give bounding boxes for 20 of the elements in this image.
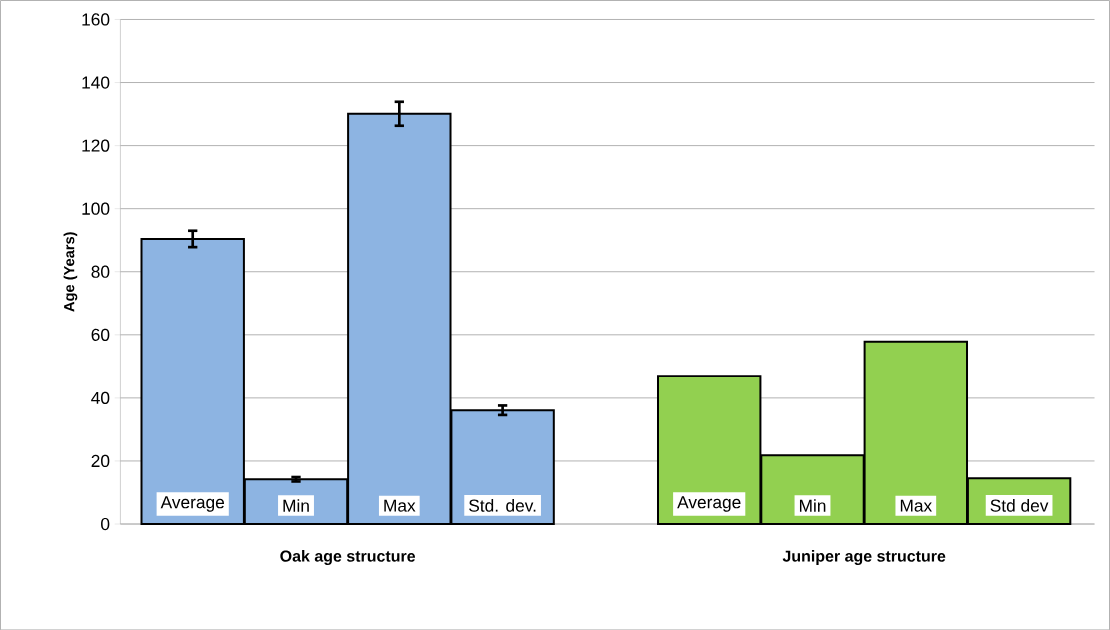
x-tick-label: Std dev: [990, 498, 1049, 512]
text: Oak age structure: [280, 549, 416, 565]
y-tick-label: 100: [82, 202, 110, 215]
x-tick-label: Average: [677, 496, 741, 512]
y-tick-label: 40: [91, 391, 110, 404]
y-tick-label: 0: [101, 517, 110, 530]
x-tick-label: Std. dev.: [469, 498, 536, 512]
y-tick-label: 60: [91, 328, 110, 341]
y-axis-title: Age (Years): [63, 231, 78, 312]
x-tick-label: Average: [160, 496, 225, 512]
y-tick-label: 120: [82, 139, 110, 152]
x-tick-label: Max: [900, 499, 932, 512]
y-tick-label: 20: [91, 454, 110, 467]
y-tick-label: 80: [91, 265, 110, 278]
x-tick-label: Min: [283, 499, 309, 512]
x-tick-label: Min: [799, 499, 826, 512]
x-tick-label: Max: [384, 499, 416, 512]
text: Juniper age structure: [782, 549, 946, 565]
y-tick-label: 140: [82, 76, 110, 89]
y-tick-label: 160: [82, 13, 110, 26]
